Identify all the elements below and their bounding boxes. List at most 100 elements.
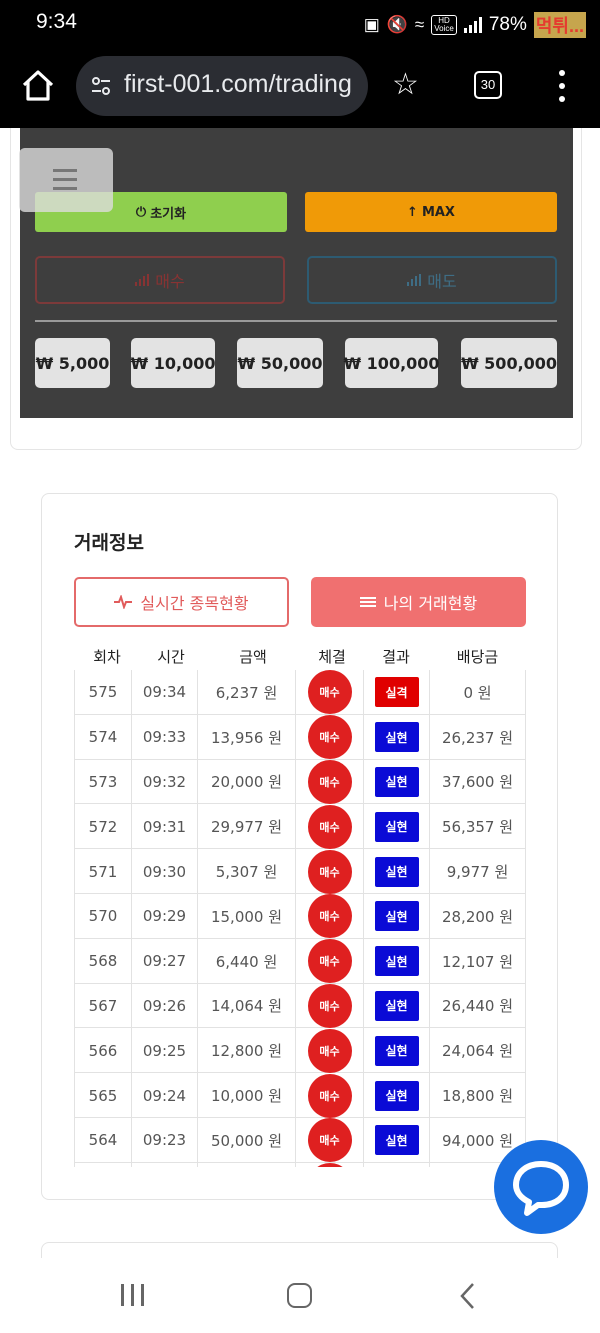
tune-icon[interactable] [90, 75, 112, 97]
cell-result: 실현 [363, 849, 429, 894]
result-badge: 실현 [374, 722, 419, 753]
cell-fill: 매수 [295, 893, 363, 939]
table-row: 574 09:33 13,956 원 매수 실현 26,237 원 [74, 714, 526, 760]
side-badge: 매수 [307, 715, 352, 760]
cell-signal-icon [463, 17, 482, 33]
section-title: 거래정보 [74, 532, 144, 554]
amount-button-500000[interactable]: ₩ 500,000 [461, 338, 557, 388]
cell-amount: 13,956 원 [197, 714, 295, 760]
home-icon[interactable] [18, 66, 58, 106]
home-nav-icon[interactable] [287, 1283, 312, 1308]
panel-divider [35, 320, 557, 322]
cell-round: 575 [74, 670, 131, 715]
side-badge: 매수 [307, 1028, 352, 1073]
cell-round: 566 [74, 1028, 131, 1074]
cell-payout: 94,000 원 [429, 1117, 526, 1163]
result-badge: 실격 [374, 677, 419, 708]
cell-fill: 매수 [295, 1028, 363, 1074]
table-row: 564 09:23 50,000 원 매수 실현 94,000 원 [74, 1117, 526, 1163]
tab-my-trades[interactable]: 나의 거래현황 [311, 577, 526, 627]
result-badge: 실현 [374, 811, 419, 842]
chat-bubble-icon [513, 1161, 569, 1216]
tab-switcher-button[interactable]: 30 [474, 71, 502, 99]
side-badge: 매수 [307, 849, 352, 894]
arrow-up-icon: ↑ [407, 204, 418, 220]
cell-amount: 50,000 원 [197, 1117, 295, 1163]
chat-button[interactable] [494, 1140, 588, 1234]
cell-payout: 28,200 원 [429, 893, 526, 939]
amount-button-5000[interactable]: ₩ 5,000 [35, 338, 110, 388]
result-badge: 실현 [374, 1125, 419, 1156]
amount-button-50000[interactable]: ₩ 50,000 [237, 338, 323, 388]
cell-round: 573 [74, 759, 131, 805]
cell-result: 실격 [363, 670, 429, 715]
cell-time: 09:23 [131, 1117, 197, 1163]
hd-voice-icon: HD Voice [431, 15, 457, 35]
table-row: 575 09:34 6,237 원 매수 실격 0 원 [74, 670, 526, 715]
signal-bars-icon [407, 274, 422, 286]
side-badge: 매수 [307, 983, 352, 1028]
result-badge: 실현 [374, 856, 419, 887]
result-badge: 실현 [374, 901, 419, 932]
column-header-amount: 금액 [239, 648, 267, 666]
side-badge [307, 1163, 352, 1167]
url-text: first-001.com/trading [124, 70, 352, 98]
recent-apps-icon[interactable] [120, 1284, 144, 1306]
trade-history-table[interactable]: 575 09:34 6,237 원 매수 실격 0 원 574 09:33 13,956 원 매수… [74, 670, 526, 1167]
table-row: 568 09:27 6,440 원 매수 실현 12,107 원 [74, 938, 526, 984]
address-bar[interactable]: first-001.com/trading [76, 56, 368, 116]
cell-fill: 매수 [295, 804, 363, 850]
cell-time: 09:24 [131, 1073, 197, 1118]
cell-payout: 56,357 원 [429, 804, 526, 850]
sync-icon: ▣ [363, 15, 380, 34]
side-badge: 매수 [307, 804, 352, 849]
table-row: 566 09:25 12,800 원 매수 실현 24,064 원 [74, 1028, 526, 1074]
side-badge: 매수 [307, 1118, 352, 1163]
table-row: 565 09:24 10,000 원 매수 실현 18,800 원 [74, 1073, 526, 1118]
cell-payout: 24,064 원 [429, 1028, 526, 1074]
amount-button-10000[interactable]: ₩ 10,000 [131, 338, 215, 388]
cell-amount: 14,064 원 [197, 983, 295, 1029]
cell-round: 565 [74, 1073, 131, 1118]
cell-round: 570 [74, 893, 131, 939]
side-badge: 매수 [307, 1073, 352, 1118]
sell-label: 매도 [427, 272, 457, 291]
buy-label: 매수 [155, 272, 185, 291]
wifi-icon: ≈ [414, 15, 425, 34]
cell-amount: 10,000 원 [197, 1073, 295, 1118]
cell-payout: 37,600 원 [429, 759, 526, 805]
cell-result: 실현 [363, 1117, 429, 1163]
table-row: 570 09:29 15,000 원 매수 실현 28,200 원 [74, 893, 526, 939]
power-icon: ⏻ [135, 204, 147, 220]
max-button[interactable]: ↑ MAX [305, 192, 557, 232]
buy-button[interactable]: 매수 [35, 256, 285, 304]
tab-realtime-status[interactable]: 실시간 종목현황 [74, 577, 289, 627]
cell-fill: 매수 [295, 849, 363, 894]
cell-time: 09:33 [131, 714, 197, 760]
side-badge: 매수 [307, 670, 352, 715]
hamburger-menu-button[interactable] [19, 148, 113, 212]
cell-round: 574 [74, 714, 131, 760]
cell-result: 실현 [363, 1073, 429, 1118]
cell-amount: 12,800 원 [197, 1028, 295, 1074]
cell-result: 실현 [363, 893, 429, 939]
cell-result: 실현 [363, 983, 429, 1029]
cell-amount: 6,237 원 [197, 670, 295, 715]
sell-button[interactable]: 매도 [307, 256, 557, 304]
table-row: 567 09:26 14,064 원 매수 실현 26,440 원 [74, 983, 526, 1029]
signal-bars-icon [135, 274, 150, 286]
result-badge: 실현 [374, 1080, 419, 1111]
battery-level: 78% [488, 14, 527, 35]
column-header-result: 결과 [382, 648, 410, 666]
cell-fill: 매수 [295, 1117, 363, 1163]
back-icon[interactable] [458, 1282, 478, 1310]
cell-round: 564 [74, 1117, 131, 1163]
system-nav-bar [0, 1258, 600, 1333]
cell-payout: 12,107 원 [429, 938, 526, 984]
tab-realtime-label: 실시간 종목현황 [140, 594, 249, 613]
more-vert-icon[interactable] [555, 70, 569, 102]
star-icon[interactable]: ☆ [392, 67, 419, 102]
amount-button-100000[interactable]: ₩ 100,000 [343, 338, 440, 388]
cell-round: 567 [74, 983, 131, 1029]
cell-time: 09:26 [131, 983, 197, 1029]
